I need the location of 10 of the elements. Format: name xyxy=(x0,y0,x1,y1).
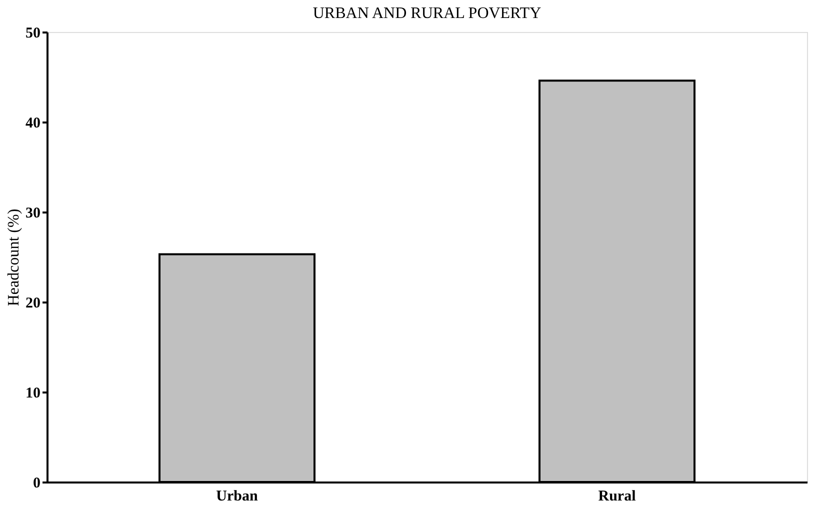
y-tick-label: 40 xyxy=(26,116,40,132)
y-tick-label: 10 xyxy=(26,386,40,402)
y-tick-label: 50 xyxy=(26,26,40,42)
y-tick-label: 0 xyxy=(33,476,40,492)
chart-title: URBAN AND RURAL POVERTY xyxy=(312,5,542,22)
x-tick-label: Urban xyxy=(216,488,258,504)
y-tick-label: 30 xyxy=(26,206,40,222)
y-tick-label: 20 xyxy=(26,296,40,312)
y-axis-title: Headcount (%) xyxy=(6,208,22,306)
x-tick-label: Rural xyxy=(598,488,636,504)
